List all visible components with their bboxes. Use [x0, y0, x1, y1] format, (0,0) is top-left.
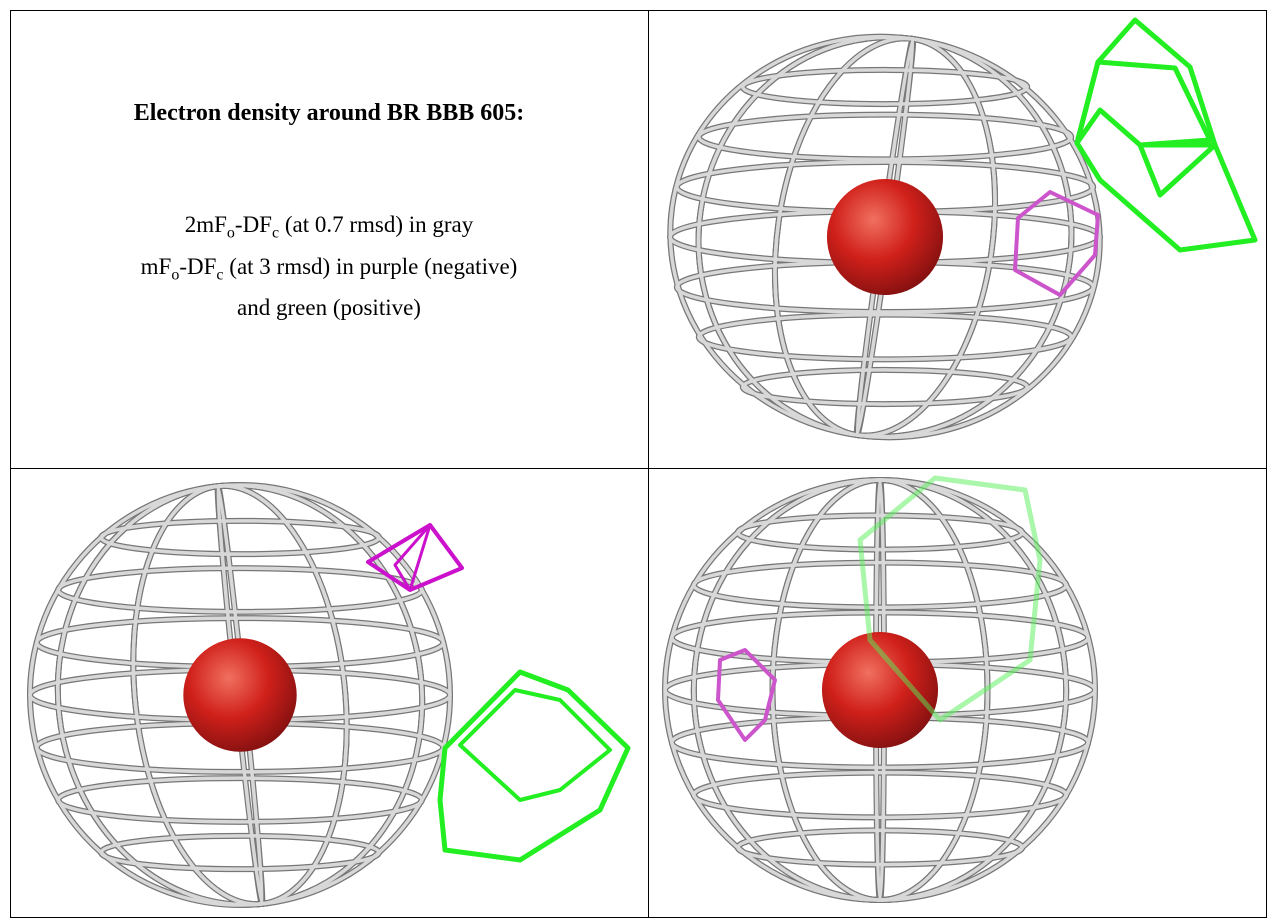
difference-mesh [857, 475, 1043, 723]
legend-line: 2mFo-DFc (at 0.7 rmsd) in gray [10, 208, 648, 250]
density-mesh [741, 68, 1029, 106]
table-frame [10, 10, 1267, 918]
difference-mesh [1074, 17, 1258, 253]
cells [27, 17, 1258, 908]
difference-mesh [1137, 142, 1218, 198]
legend-text: -DF [234, 212, 272, 237]
density-mesh [692, 770, 1068, 820]
difference-mesh [458, 688, 612, 802]
table-borders [10, 10, 1267, 918]
subscript: o [171, 266, 180, 284]
legend-line: and green (positive) [10, 291, 648, 324]
legend: 2mFo-DFc (at 0.7 rmsd) in gray mFo-DFc (a… [10, 208, 648, 324]
difference-mesh [437, 669, 631, 863]
atom-sphere [826, 178, 944, 296]
subscript: c [216, 266, 224, 284]
density-mesh [99, 519, 381, 556]
legend-text: mF [140, 253, 172, 279]
subscript: c [271, 224, 280, 242]
legend-text: (at 3 rmsd) in purple (negative) [223, 253, 518, 279]
panel-title: Electron density around BR BBB 605: [133, 100, 525, 126]
difference-mesh [393, 523, 432, 592]
legend-text: -DF [179, 253, 217, 279]
density-mesh [696, 35, 1074, 439]
legend-text: (at 0.7 rmsd) in gray [279, 212, 474, 237]
density-mesh [56, 776, 424, 824]
density-mesh [56, 566, 424, 614]
difference-mesh [366, 523, 464, 592]
atom-sphere [821, 631, 939, 749]
density-mesh [692, 560, 1068, 610]
legend-line: mFo-DFc (at 3 rmsd) in purple (negative) [10, 250, 648, 292]
density-mesh [99, 834, 381, 871]
difference-mesh [1013, 190, 1100, 297]
density-mesh [56, 483, 424, 907]
density-mesh [741, 368, 1029, 406]
atom-sphere [183, 638, 297, 752]
density-mesh [692, 478, 1068, 902]
density-mesh [697, 112, 1073, 162]
legend-text: and green (positive) [237, 295, 421, 321]
subscript: o [226, 224, 235, 242]
density-mesh [697, 312, 1073, 362]
difference-mesh [716, 648, 777, 742]
legend-text: 2mF [184, 212, 227, 237]
